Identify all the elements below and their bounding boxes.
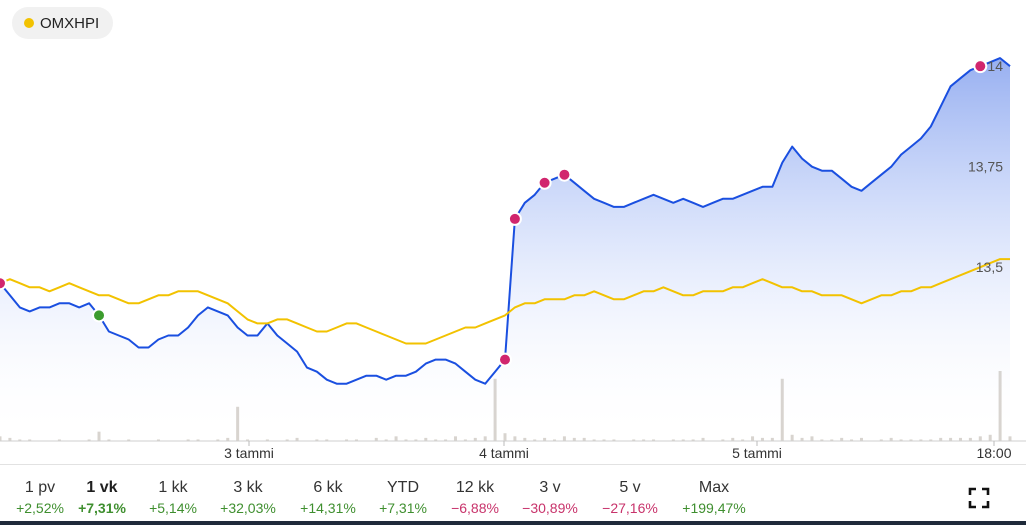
volume-bar <box>830 439 834 441</box>
x-tick-label: 3 tammi <box>224 445 274 461</box>
range-change: −30,89% <box>522 500 578 516</box>
range-selector: 1 pv +2,52% 1 vk +7,31% 1 kk +5,14% 3 kk… <box>0 470 960 522</box>
volume-bar <box>899 439 903 441</box>
event-marker <box>0 276 7 291</box>
volume-bar <box>691 439 695 441</box>
volume-bar <box>721 439 725 441</box>
event-marker <box>507 211 522 226</box>
volume-bar <box>642 439 646 441</box>
range-label: 6 kk <box>313 479 343 496</box>
y-tick-label: 13,5 <box>976 259 1003 275</box>
volume-bar <box>434 439 438 441</box>
range-label: 3 kk <box>233 479 263 496</box>
event-marker <box>537 175 552 190</box>
range-label: 3 v <box>539 479 561 496</box>
range-change: +2,52% <box>16 500 64 516</box>
range-change: +32,03% <box>220 500 276 516</box>
range-ytd[interactable]: YTD +7,31% <box>363 470 443 518</box>
volume-bar <box>612 439 616 441</box>
chart-divider <box>0 464 1026 465</box>
volume-bar <box>404 439 408 441</box>
volume-bar <box>681 439 685 441</box>
range-3kk[interactable]: 3 kk +32,03% <box>208 470 288 518</box>
volume-bar <box>533 439 537 441</box>
volume-bar <box>652 439 656 441</box>
series-area <box>0 58 1010 440</box>
volume-bar <box>820 439 824 441</box>
range-3v[interactable]: 3 v −30,89% <box>510 470 590 518</box>
volume-bar <box>414 439 418 441</box>
series-line-omxhpi <box>0 258 1010 345</box>
range-label: YTD <box>387 479 419 496</box>
volume-bar <box>246 439 250 441</box>
volume-bar <box>18 439 22 441</box>
range-label: Max <box>698 479 730 496</box>
y-tick-label: 14 <box>987 58 1003 74</box>
range-label: 12 kk <box>455 479 495 496</box>
event-marker <box>498 352 512 367</box>
range-1vk[interactable]: 1 vk +7,31% <box>62 470 142 518</box>
volume-bar <box>919 439 923 441</box>
volume-bar <box>463 439 467 441</box>
volume-bar <box>345 439 349 441</box>
range-12kk[interactable]: 12 kk −6,88% <box>435 470 515 518</box>
volume-bar <box>929 439 933 441</box>
range-max[interactable]: Max +199,47% <box>674 470 754 518</box>
volume-bar <box>186 439 190 441</box>
volume-bar <box>671 439 675 441</box>
volume-bar <box>315 439 319 441</box>
volume-bar <box>553 439 557 441</box>
range-change: +5,14% <box>149 500 197 516</box>
range-label: 5 v <box>619 479 641 496</box>
range-label: 1 kk <box>158 479 188 496</box>
range-change: +7,31% <box>78 500 126 516</box>
volume-bar <box>87 439 91 441</box>
event-marker <box>973 59 988 74</box>
volume-bar <box>265 439 269 441</box>
legend-pill[interactable]: OMXHPI <box>12 7 114 39</box>
volume-bar <box>879 439 883 441</box>
range-1kk[interactable]: 1 kk +5,14% <box>133 470 213 518</box>
x-tick-label: 4 tammi <box>479 445 529 461</box>
price-chart[interactable]: 13,5 13,75 14 3 tammi 4 tammi 5 tammi 18:00 <box>0 0 1026 464</box>
volume-bar <box>127 439 131 441</box>
range-label: 1 pv <box>24 479 56 496</box>
volume-bar <box>57 439 61 441</box>
fullscreen-icon[interactable] <box>968 487 990 509</box>
volume-bar <box>354 439 358 441</box>
x-tick-label: 5 tammi <box>732 445 782 461</box>
volume-bar <box>850 439 854 441</box>
y-tick-label: 13,75 <box>968 159 1003 175</box>
legend-label: OMXHPI <box>40 14 100 32</box>
volume-bar <box>741 439 745 441</box>
volume-bar <box>325 439 329 441</box>
range-change: +199,47% <box>682 500 746 516</box>
volume-bar <box>216 439 220 441</box>
range-change: +7,31% <box>379 500 427 516</box>
volume-bar <box>384 439 388 441</box>
range-change: −6,88% <box>451 500 499 516</box>
event-marker <box>557 167 572 182</box>
volume-bar <box>909 439 913 441</box>
volume-bar <box>156 439 160 441</box>
bottom-bar <box>0 521 1026 525</box>
x-tick-label: 18:00 <box>976 445 1011 461</box>
range-change: +14,31% <box>300 500 356 516</box>
volume-bar <box>444 439 448 441</box>
volume-bar <box>592 439 596 441</box>
event-marker <box>92 308 107 323</box>
range-1pv[interactable]: 1 pv +2,52% <box>0 470 80 518</box>
volume-bar <box>28 439 32 441</box>
volume-bar <box>632 439 636 441</box>
legend-dot-icon <box>24 18 34 28</box>
range-6kk[interactable]: 6 kk +14,31% <box>288 470 368 518</box>
volume-bar <box>602 439 606 441</box>
range-5v[interactable]: 5 v −27,16% <box>590 470 670 518</box>
range-change: −27,16% <box>602 500 658 516</box>
volume-bar <box>285 439 289 441</box>
volume-bar <box>196 439 200 441</box>
range-label: 1 vk <box>86 479 118 496</box>
volume-bar <box>107 439 111 441</box>
